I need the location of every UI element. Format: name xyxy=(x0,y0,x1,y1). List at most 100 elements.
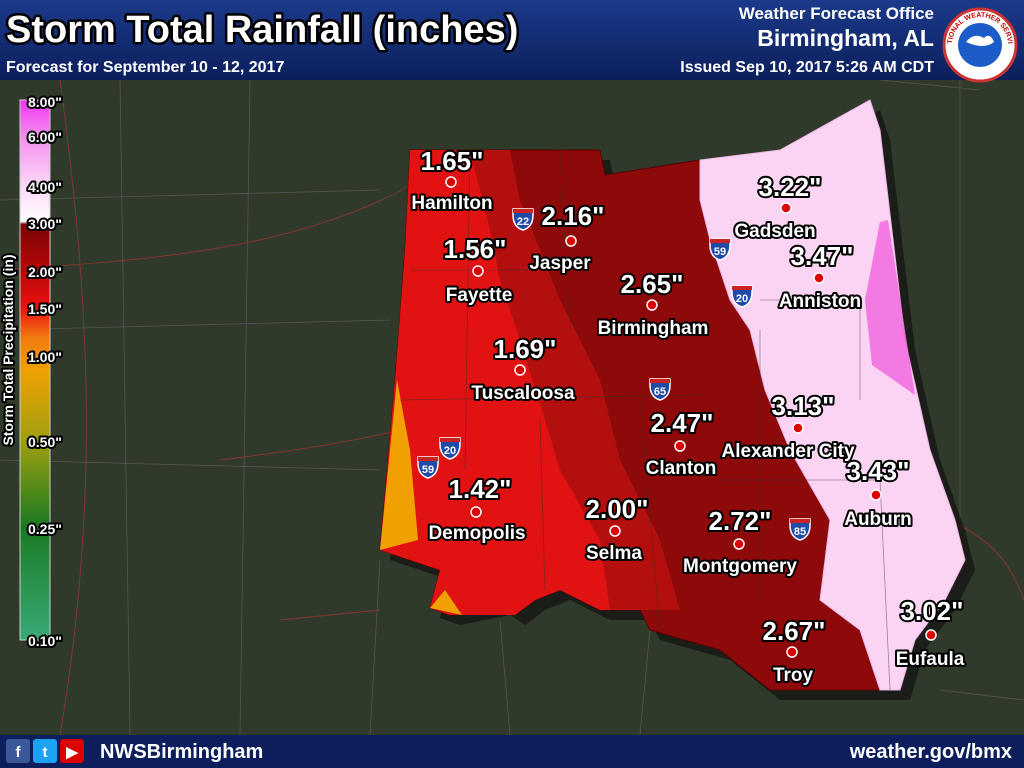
interstate-shield-top xyxy=(732,286,752,290)
rain-area-magenta xyxy=(865,220,915,395)
city-name: Anniston xyxy=(779,291,861,312)
interstate-shield-top xyxy=(513,209,533,213)
interstate-shield-top xyxy=(650,379,670,383)
city-dot xyxy=(674,440,686,452)
legend-colorbar xyxy=(19,99,51,641)
city-dot xyxy=(472,265,484,277)
legend-label: 0.10" xyxy=(28,633,62,649)
city-dot xyxy=(609,525,621,537)
city: 2.00" Selma xyxy=(584,492,651,566)
city-rainfall: 1.65" xyxy=(421,146,484,176)
city-rainfall: 2.65" xyxy=(621,269,684,299)
city-dot xyxy=(445,176,457,188)
city-dot xyxy=(733,538,745,550)
city: 1.69" Tuscaloosa xyxy=(469,332,577,406)
interstate-shield xyxy=(439,437,461,460)
city-dot xyxy=(792,422,804,434)
social-icon-glyph: t xyxy=(43,744,48,761)
city-name: Fayette xyxy=(446,285,513,306)
social-icon xyxy=(6,739,30,763)
city-rainfall: 2.67" xyxy=(763,616,826,646)
city: 3.43" Auburn xyxy=(842,454,914,532)
city-name: Troy xyxy=(773,665,814,686)
city: 2.72" Montgomery xyxy=(681,504,799,579)
interstate-shield-top xyxy=(418,457,438,461)
city-dot xyxy=(870,489,882,501)
city: 2.16" Jasper xyxy=(527,199,606,276)
legend-label: 4.00" xyxy=(28,179,62,195)
highways xyxy=(0,79,1024,736)
footer-bar xyxy=(0,735,1024,768)
city-name: Jasper xyxy=(529,253,591,274)
city-dot xyxy=(786,646,798,658)
header-bar xyxy=(0,0,1024,80)
title: Storm Total Rainfall (inches) xyxy=(6,9,518,51)
city-rainfall: 3.02" xyxy=(901,596,964,626)
legend-label: 8.00" xyxy=(28,94,62,110)
social-icons: f t ▶ xyxy=(6,739,84,763)
city-name: Demopolis xyxy=(428,523,525,544)
city-dot xyxy=(925,629,937,641)
interstate-number: 20 xyxy=(444,445,456,457)
location: Birmingham, AL xyxy=(757,25,934,51)
interstate-shield xyxy=(417,456,439,479)
interstate-number: 59 xyxy=(714,246,726,258)
city-name: Clanton xyxy=(646,458,717,479)
city-rainfall: 3.22" xyxy=(759,172,822,202)
interstate-shield-top xyxy=(440,438,460,442)
city: 1.65" Hamilton xyxy=(409,144,494,216)
city-rainfall: 2.00" xyxy=(586,494,649,524)
interstate-shield xyxy=(731,285,753,308)
interstate-number: 20 xyxy=(736,293,748,305)
interstate-shield-top xyxy=(710,239,730,243)
city-name: Birmingham xyxy=(598,318,709,339)
city-dot xyxy=(813,272,825,284)
social-handle: NWSBirmingham xyxy=(100,741,263,763)
city: 2.47" Clanton xyxy=(644,406,719,481)
social-icon-glyph: ▶ xyxy=(65,744,79,761)
interstate-shield xyxy=(512,208,534,231)
city-dot xyxy=(470,506,482,518)
social-icon xyxy=(33,739,57,763)
city-name: Hamilton xyxy=(411,193,492,214)
rain-area-orange-south xyxy=(430,590,462,615)
city-name: Selma xyxy=(586,543,642,564)
county-lines xyxy=(0,79,1024,736)
city-rainfall: 1.69" xyxy=(494,334,557,364)
interstate-number: 59 xyxy=(422,464,434,476)
city: 2.67" Troy xyxy=(761,614,828,688)
interstate-shields: 22 59 20 65 20 59 85 xyxy=(417,208,811,541)
city-dot xyxy=(565,235,577,247)
city-name: Eufaula xyxy=(896,649,965,670)
city-dot xyxy=(514,364,526,376)
cities: 1.65" Hamilton 2.16" Jasper 1.56" Fayette 2.65… xyxy=(409,144,967,688)
interstate-shield-top xyxy=(790,519,810,523)
city-dot xyxy=(780,202,792,214)
rain-area-red xyxy=(380,150,610,615)
city-name: Alexander City xyxy=(721,441,854,462)
city: 2.65" Birmingham xyxy=(596,267,711,341)
legend-label: 1.50" xyxy=(28,301,62,317)
legend-label: 3.00" xyxy=(28,216,62,232)
city-rainfall: 1.42" xyxy=(449,474,512,504)
office: Weather Forecast Office xyxy=(739,4,934,23)
city: 3.13" Alexander City xyxy=(719,389,856,464)
city: 3.47" Anniston xyxy=(777,239,863,314)
interstate-shield xyxy=(709,238,731,261)
interstate-number: 85 xyxy=(794,526,806,538)
city: 1.42" Demopolis xyxy=(426,472,527,546)
city: 3.02" Eufaula xyxy=(894,594,967,672)
county-lines-state xyxy=(399,149,891,691)
legend-label: 0.25" xyxy=(28,521,62,537)
rain-area-orange xyxy=(380,380,418,550)
interstate-shield xyxy=(649,378,671,401)
city-rainfall: 1.56" xyxy=(444,234,507,264)
city-rainfall: 3.47" xyxy=(791,241,854,271)
legend-label: 2.00" xyxy=(28,264,62,280)
website[interactable]: weather.gov/bmx xyxy=(849,741,1012,763)
city-name: Gadsden xyxy=(734,221,815,242)
city-rainfall: 3.43" xyxy=(847,456,910,486)
legend-title: Storm Total Precipitation (in) xyxy=(0,254,16,445)
legend-label: 0.50" xyxy=(28,434,62,450)
